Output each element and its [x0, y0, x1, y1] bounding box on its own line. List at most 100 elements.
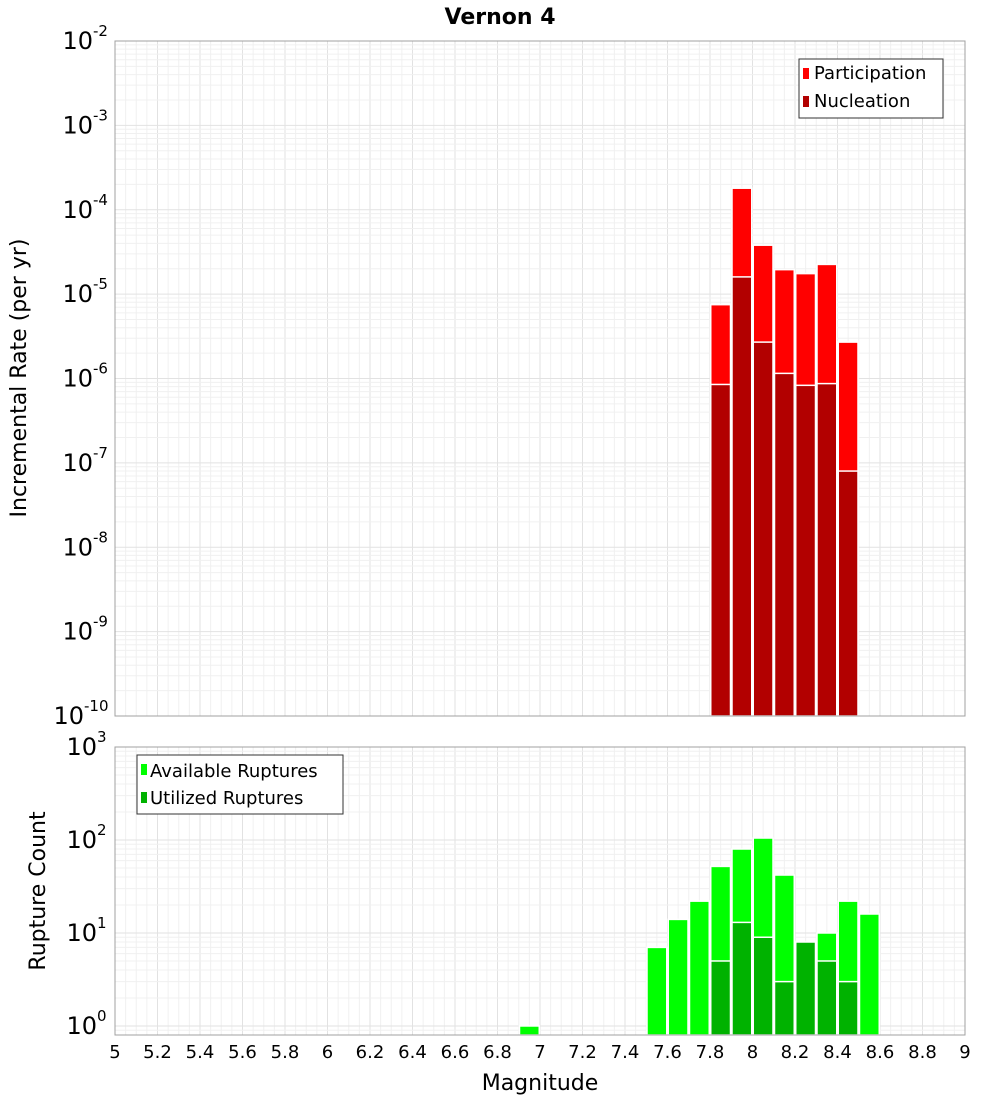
bottom-bar-available-ruptures	[858, 913, 880, 1036]
bottom-y-tick-exp: 0	[97, 1007, 107, 1025]
x-axis-label: Magnitude	[482, 1071, 599, 1096]
top-y-tick-exp: -9	[93, 613, 108, 631]
bottom-bar-utilized-ruptures	[795, 941, 817, 1036]
top-bar-nucleation	[773, 372, 795, 717]
top-y-tick-exp: -5	[93, 275, 108, 293]
bottom-y-tick-base: 10	[66, 733, 97, 761]
x-tick-label: 7.6	[653, 1042, 682, 1063]
bottom-bar-utilized-ruptures	[710, 960, 732, 1036]
x-tick-label: 5.4	[186, 1042, 215, 1063]
top-y-tick-exp: -6	[93, 360, 108, 378]
bottom-y-axis-label: Rupture Count	[26, 811, 51, 971]
bottom-y-tick-exp: 2	[97, 821, 107, 839]
top-legend: Participation Nucleation	[798, 58, 944, 119]
top-y-tick: 10 -10	[53, 697, 108, 730]
top-y-tick: 10 -8	[62, 528, 108, 561]
x-tick-label: 7.8	[696, 1042, 725, 1063]
legend-label-participation: Participation	[814, 63, 926, 84]
bottom-bar-utilized-ruptures	[773, 980, 795, 1036]
x-ticks: 5 5.2 5.4 5.6 5.8 6 6.2 6.4 6.6 6.8 7 7.2 7.4 7.6 7.8 8…	[109, 1042, 970, 1063]
legend-label-nucleation: Nucleation	[814, 91, 910, 112]
bottom-legend-frame	[136, 754, 344, 815]
top-y-tick: 10 -6	[62, 360, 108, 393]
top-plot: 10-210-310-410-510-610-710-810-910-10 In…	[7, 22, 966, 730]
bottom-plot-frame	[114, 746, 966, 1036]
x-tick-label: 5.8	[271, 1042, 300, 1063]
chart-title: Vernon 4	[445, 5, 556, 30]
legend-swatch-participation	[803, 68, 809, 79]
bottom-bar-available-ruptures	[667, 918, 689, 1036]
top-y-tick-exp: -3	[93, 106, 108, 124]
legend-swatch-nucleation	[803, 96, 809, 107]
legend-swatch-utilized	[141, 792, 147, 803]
x-tick-label: 8	[747, 1042, 758, 1063]
top-y-axis-label: Incremental Rate (per yr)	[7, 239, 32, 518]
top-y-tick-base: 10	[62, 27, 93, 55]
bottom-y-tick-base: 10	[66, 919, 97, 947]
bottom-bar-utilized-ruptures	[752, 936, 774, 1036]
top-y-tick: 10 -5	[62, 275, 108, 308]
bottom-y-tick-base: 10	[66, 1012, 97, 1040]
top-y-tick-exp: -8	[93, 528, 108, 546]
top-y-tick: 10 -2	[62, 22, 108, 55]
top-y-tick-exp: -4	[93, 191, 108, 209]
legend-swatch-available	[141, 764, 147, 775]
top-bar-nucleation	[795, 384, 817, 717]
top-y-tick-base: 10	[62, 365, 93, 393]
x-tick-label: 9	[959, 1042, 970, 1063]
bottom-bar-utilized-ruptures	[816, 960, 838, 1036]
top-grid	[114, 40, 966, 717]
x-tick-label: 6	[322, 1042, 333, 1063]
x-tick-label: 5.6	[228, 1042, 257, 1063]
top-legend-frame	[798, 58, 944, 119]
x-tick-label: 6.6	[441, 1042, 470, 1063]
x-tick-label: 8.6	[866, 1042, 895, 1063]
top-y-tick: 10 -7	[62, 444, 108, 477]
bottom-bars	[518, 837, 880, 1036]
top-y-tick: 10 -3	[62, 106, 108, 139]
top-plot-frame	[114, 40, 966, 717]
x-tick-label: 6.8	[483, 1042, 512, 1063]
top-y-tick: 10 -4	[62, 191, 108, 224]
x-tick-label: 5.2	[143, 1042, 172, 1063]
x-tick-label: 6.4	[398, 1042, 427, 1063]
top-bar-nucleation	[837, 470, 859, 717]
legend-label-available: Available Ruptures	[150, 761, 318, 782]
top-bar-nucleation	[752, 341, 774, 717]
x-tick-label: 8.2	[781, 1042, 810, 1063]
top-y-tick-base: 10	[62, 618, 93, 646]
bottom-legend: Available Ruptures Utilized Ruptures	[136, 754, 344, 815]
x-tick-label: 8.4	[823, 1042, 852, 1063]
bottom-y-tick-exp: 3	[97, 728, 107, 746]
top-y-tick-base: 10	[62, 111, 93, 139]
top-y-tick-base: 10	[62, 533, 93, 561]
x-tick-label: 7	[534, 1042, 545, 1063]
top-y-tick-base: 10	[62, 280, 93, 308]
x-tick-label: 8.8	[908, 1042, 937, 1063]
top-y-tick-base: 10	[53, 702, 84, 730]
top-bar-nucleation	[816, 382, 838, 717]
top-bar-nucleation	[731, 276, 753, 717]
x-tick-label: 7.2	[568, 1042, 597, 1063]
x-tick-label: 7.4	[611, 1042, 640, 1063]
top-y-tick-exp: -10	[84, 697, 109, 715]
top-y-tick-base: 10	[62, 196, 93, 224]
bottom-y-tick: 10 2	[66, 821, 106, 854]
bottom-bar-utilized-ruptures	[837, 980, 859, 1036]
top-bar-nucleation	[710, 383, 732, 717]
x-tick-label: 6.2	[356, 1042, 385, 1063]
bottom-bar-utilized-ruptures	[731, 921, 753, 1036]
top-y-ticks: 10-210-310-410-510-610-710-810-910-10	[53, 22, 108, 730]
bottom-y-tick: 10 0	[66, 1007, 106, 1040]
bottom-y-tick: 10 1	[66, 914, 106, 947]
top-y-tick-exp: -7	[93, 444, 108, 462]
legend-label-utilized: Utilized Ruptures	[150, 788, 303, 809]
top-y-tick-base: 10	[62, 449, 93, 477]
top-y-tick-exp: -2	[93, 22, 108, 40]
bottom-bar-available-ruptures	[646, 946, 668, 1036]
bottom-y-tick-exp: 1	[97, 914, 107, 932]
bottom-y-tick: 10 3	[66, 728, 106, 761]
